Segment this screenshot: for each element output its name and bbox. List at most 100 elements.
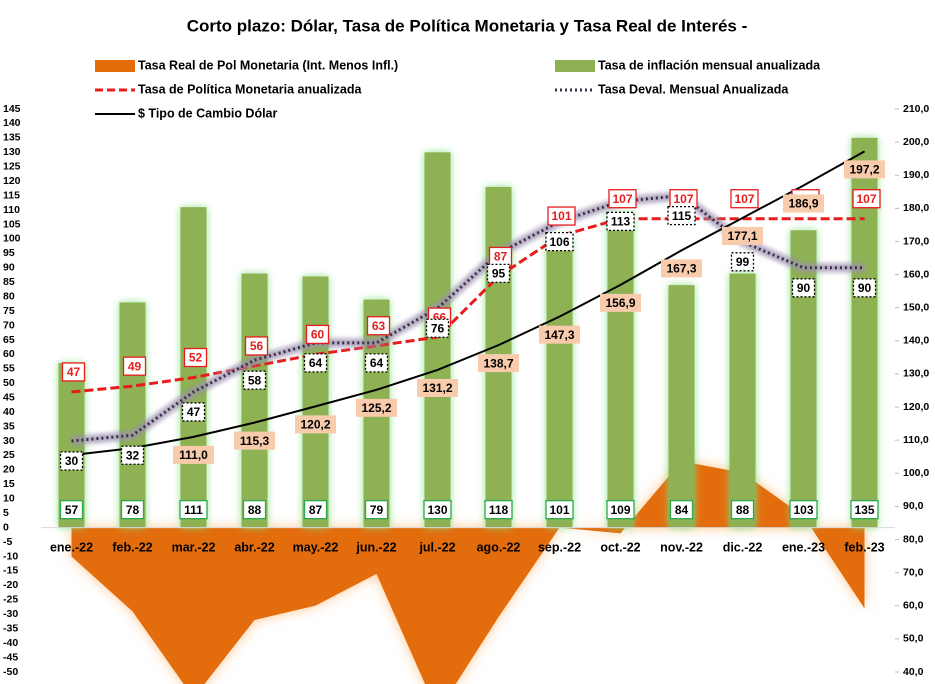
data-label: 103 [793, 503, 813, 517]
legend-label: Tasa de inflación mensual anualizada [598, 58, 821, 72]
data-label: 109 [610, 503, 630, 517]
data-label: 99 [736, 255, 750, 269]
area [71, 461, 865, 684]
data-label: 30 [65, 454, 79, 468]
label-box [303, 353, 328, 373]
x-tick-label: may.-22 [293, 540, 339, 554]
label-box [486, 263, 511, 284]
data-label: 49 [128, 359, 142, 373]
label-box [305, 324, 330, 345]
y-tick-label: 70 [3, 319, 15, 331]
y-tick-label: 0 [3, 521, 9, 533]
label-box [59, 451, 84, 471]
data-label: 147,3 [544, 328, 574, 342]
label-box [244, 336, 269, 356]
data-label: 95 [492, 267, 506, 281]
y-tick-label: -50 [3, 666, 18, 678]
line [71, 150, 865, 457]
data-label: 186,9 [788, 197, 818, 211]
y-tick-label: 125 [3, 161, 21, 173]
y-tick-label: 10 [3, 493, 15, 505]
x-tick-label: ago.-22 [477, 540, 521, 554]
label-box [547, 206, 576, 226]
x-tick-label: ene.-22 [50, 540, 93, 554]
y2-tick-label: 60,0 [903, 600, 924, 612]
line [71, 194, 865, 443]
label-box [850, 499, 879, 520]
chart-title: Corto plazo: Dólar, Tasa de Política Mon… [187, 16, 748, 35]
x-tick-label: feb.-22 [112, 540, 152, 554]
y-tick-label: 120 [3, 175, 21, 187]
x-tick-label: sep.-22 [538, 540, 581, 554]
label-box [545, 499, 574, 520]
label-box [722, 226, 763, 245]
y2-tick-label: 160,0 [903, 268, 929, 280]
y-tick-label: 130 [3, 146, 21, 158]
x-tick-label: jul.-22 [418, 540, 455, 554]
bar [302, 276, 329, 528]
y2-tick-label: 130,0 [903, 368, 929, 380]
data-label: 88 [248, 503, 262, 517]
bar [180, 207, 207, 528]
bar [607, 212, 634, 528]
y-tick-label: 100 [3, 233, 21, 245]
data-label: 90 [858, 281, 872, 295]
y-tick-label: 145 [3, 103, 21, 115]
data-label: 64 [370, 356, 384, 370]
label-box [661, 259, 702, 278]
x-tick-label: mar.-22 [172, 540, 216, 554]
data-label: 197,2 [849, 163, 879, 177]
y2-tick-label: 50,0 [903, 633, 924, 645]
data-label: 130 [427, 503, 447, 517]
data-label: 135 [854, 503, 874, 517]
bar [546, 236, 573, 528]
y-tick-label: 35 [3, 420, 15, 432]
label-box [791, 278, 816, 298]
data-label: 101 [551, 209, 571, 223]
data-label: 57 [65, 503, 79, 517]
line [71, 217, 865, 394]
legend-label: Tasa de Política Monetaria anualizada [138, 82, 362, 96]
data-label: 107 [673, 192, 693, 206]
data-label: 47 [67, 365, 81, 379]
label-box [242, 370, 267, 390]
y-tick-label: 30 [3, 435, 15, 447]
y-tick-label: 140 [3, 117, 21, 129]
y-tick-label: 15 [3, 478, 15, 490]
y2-tick-label: 90,0 [903, 500, 924, 512]
data-label: 118 [489, 503, 509, 517]
data-label: 32 [126, 448, 140, 462]
data-label: 115 [672, 209, 692, 223]
data-label: 120,2 [300, 418, 330, 432]
y-tick-label: 115 [3, 189, 20, 201]
label-box [417, 378, 458, 397]
y2-tick-label: 70,0 [903, 566, 924, 578]
data-label: 78 [126, 503, 140, 517]
label-box [364, 499, 389, 520]
label-box [242, 499, 267, 520]
y-tick-label: 55 [3, 363, 15, 375]
y2-tick-label: 190,0 [903, 169, 929, 181]
y-tick-label: -15 [3, 565, 18, 577]
y-tick-label: 50 [3, 377, 15, 389]
y-tick-label: 110 [3, 204, 20, 216]
y-tick-label: -10 [3, 550, 18, 562]
y2-tick-label: 180,0 [903, 202, 929, 214]
data-label: 115,3 [240, 434, 270, 448]
data-label: 131,2 [422, 381, 452, 395]
bar [119, 302, 146, 528]
data-label: 167,3 [666, 262, 696, 276]
label-box [539, 325, 580, 344]
y-tick-label: -40 [3, 637, 18, 649]
data-label: 138,7 [483, 356, 513, 370]
label-box [730, 189, 759, 209]
label-box [303, 499, 328, 520]
label-box [667, 205, 696, 226]
label-box [545, 231, 574, 252]
label-box [789, 499, 818, 520]
y2-tick-label: 170,0 [903, 235, 929, 247]
bar [729, 273, 756, 528]
data-label: 58 [248, 373, 262, 387]
label-box [173, 445, 214, 464]
